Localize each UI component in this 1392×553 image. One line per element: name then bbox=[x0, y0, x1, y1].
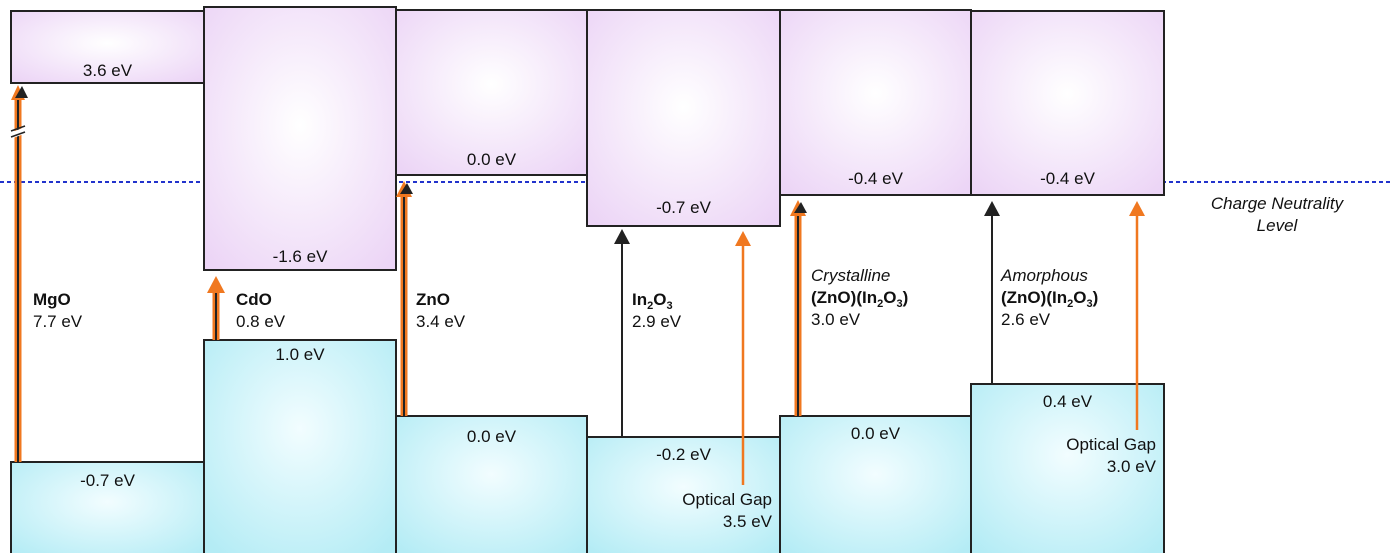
material-label-cdo: CdO 0.8 eV bbox=[236, 289, 285, 333]
vb-label-zno: 0.0 eV bbox=[466, 427, 517, 446]
vb-label-mgo: -0.7 eV bbox=[80, 471, 135, 490]
charge-neutrality-label: Charge Neutrality Level bbox=[1210, 194, 1344, 236]
optical-arrow-in2o3 bbox=[735, 231, 751, 485]
valence-band-azio bbox=[970, 383, 1165, 553]
conduction-band-in2o3 bbox=[586, 9, 781, 227]
band-gap-value: 2.6 eV bbox=[1001, 310, 1051, 330]
material-label-zno: ZnO 3.4 eV bbox=[416, 289, 465, 333]
material-label-in2o3: In2O3 2.9 eV bbox=[632, 289, 681, 333]
cb-label-azio: -0.4 eV bbox=[1040, 169, 1095, 188]
valence-band-zno bbox=[395, 415, 588, 553]
gap-arrow-cdo bbox=[207, 276, 225, 340]
gap-arrow-in2o3 bbox=[614, 229, 630, 437]
vb-label-czio: 0.0 eV bbox=[850, 424, 901, 443]
optical-gap-azio: Optical Gap 3.0 eV bbox=[1066, 435, 1156, 477]
vb-label-azio: 0.4 eV bbox=[1042, 392, 1093, 411]
material-qualifier: Crystalline bbox=[811, 266, 891, 285]
material-label-mgo: MgO 7.7 eV bbox=[33, 289, 82, 333]
cb-label-mgo: 3.6 eV bbox=[82, 61, 133, 80]
gap-arrow-zno bbox=[396, 181, 413, 416]
cb-label-cdo: -1.6 eV bbox=[272, 247, 328, 266]
material-label-czio: Crystalline (ZnO)(In2O3) 3.0 eV bbox=[811, 265, 908, 331]
material-name: (ZnO)(In2O3) bbox=[811, 288, 909, 311]
cb-label-czio: -0.4 eV bbox=[848, 169, 903, 188]
vb-label-in2o3: -0.2 eV bbox=[656, 445, 711, 464]
optical-arrow-azio bbox=[1129, 201, 1145, 430]
cb-label-in2o3: -0.7 eV bbox=[656, 198, 711, 217]
material-name: In2O3 bbox=[632, 290, 673, 312]
gap-arrow-azio bbox=[984, 201, 1000, 384]
vb-label-cdo: 1.0 eV bbox=[275, 345, 325, 364]
gap-arrow-mgo bbox=[10, 85, 28, 462]
material-name: CdO bbox=[236, 290, 272, 309]
band-gap-value: 2.9 eV bbox=[632, 312, 682, 332]
material-name: MgO bbox=[33, 290, 71, 309]
conduction-band-cdo bbox=[203, 6, 397, 271]
band-gap-value: 7.7 eV bbox=[33, 312, 83, 332]
material-qualifier: Amorphous bbox=[1001, 266, 1088, 285]
band-gap-value: 3.4 eV bbox=[416, 312, 466, 332]
gap-arrow-czio bbox=[790, 200, 807, 416]
material-name: ZnO bbox=[416, 290, 450, 309]
material-name: (ZnO)(In2O3) bbox=[1001, 288, 1099, 311]
conduction-band-mgo bbox=[10, 10, 205, 84]
conduction-band-czio bbox=[779, 9, 972, 196]
cb-label-zno: 0.0 eV bbox=[466, 150, 517, 169]
material-label-azio: Amorphous (ZnO)(In2O3) 2.6 eV bbox=[1001, 265, 1098, 331]
optical-gap-in2o3: Optical Gap 3.5 eV bbox=[682, 490, 772, 532]
band-gap-value: 3.0 eV bbox=[811, 310, 861, 330]
valence-band-in2o3 bbox=[586, 436, 781, 553]
valence-band-cdo bbox=[203, 339, 397, 553]
band-gap-value: 0.8 eV bbox=[236, 312, 286, 332]
conduction-band-zno bbox=[395, 9, 588, 176]
conduction-band-azio bbox=[970, 10, 1165, 196]
